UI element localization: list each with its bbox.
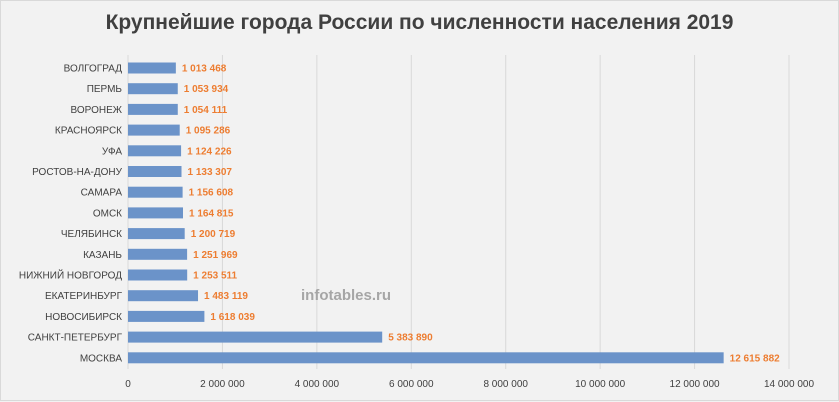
data-label: 1 156 608: [189, 188, 234, 199]
bar: [128, 310, 205, 322]
category-label: ВОРОНЕЖ: [71, 105, 123, 116]
category-label: САНКТ-ПЕТЕРБУРГ: [28, 333, 123, 344]
x-tick-label: 6 000 000: [389, 379, 434, 390]
data-label: 1 251 969: [193, 250, 238, 261]
data-label: 12 615 882: [730, 353, 780, 364]
category-label: УФА: [102, 146, 122, 157]
data-label: 1 053 934: [184, 84, 229, 95]
bar: [128, 269, 188, 281]
bar: [128, 103, 178, 115]
x-tick-label: 12 000 000: [670, 379, 720, 390]
x-tick-label: 14 000 000: [764, 379, 814, 390]
data-label: 1 054 111: [184, 105, 228, 116]
data-label: 1 200 719: [191, 229, 236, 240]
data-label: 1 618 039: [210, 312, 255, 323]
x-tick-label: 8 000 000: [483, 379, 528, 390]
bar: [128, 290, 199, 302]
data-label: 1 124 226: [187, 146, 232, 157]
data-label: 1 164 815: [189, 208, 234, 219]
bar: [128, 352, 724, 364]
chart-title: Крупнейшие города России по численности …: [105, 11, 734, 34]
category-label: ЧЕЛЯБИНСК: [61, 229, 122, 240]
bar: [128, 145, 182, 157]
category-label: НОВОСИБИРСК: [45, 312, 122, 323]
category-label: ОМСК: [93, 208, 122, 219]
bar: [128, 248, 188, 260]
x-tick-label: 0: [125, 379, 131, 390]
category-label: САМАРА: [81, 188, 123, 199]
watermark: infotables.ru: [301, 287, 392, 304]
bar: [128, 83, 178, 95]
data-label: 1 095 286: [186, 126, 231, 137]
data-label: 1 013 468: [182, 64, 227, 75]
category-label: ЕКАТЕРИНБУРГ: [45, 291, 123, 302]
category-label: КАЗАНЬ: [83, 250, 122, 261]
category-label: МОСКВА: [80, 353, 122, 364]
data-label: 1 483 119: [204, 291, 248, 302]
bar: [128, 124, 180, 136]
category-label: РОСТОВ-НА-ДОНУ: [32, 167, 123, 178]
category-label: ВОЛГОГРАД: [64, 64, 123, 75]
x-tick-label: 2 000 000: [200, 379, 245, 390]
bar: [128, 207, 183, 219]
data-label: 1 253 511: [193, 271, 237, 282]
bar: [128, 62, 176, 74]
x-tick-label: 4 000 000: [295, 379, 340, 390]
category-label: ПЕРМЬ: [87, 84, 123, 95]
bar: [128, 166, 182, 177]
data-label: 5 383 890: [388, 333, 433, 344]
x-tick-label: 10 000 000: [575, 379, 625, 390]
bar: [128, 331, 383, 343]
bar: [128, 186, 183, 198]
data-label: 1 133 307: [188, 167, 233, 178]
category-label: КРАСНОЯРСК: [55, 126, 122, 137]
bar: [128, 228, 185, 240]
category-label: НИЖНИЙ НОВГОРОД: [19, 269, 122, 282]
